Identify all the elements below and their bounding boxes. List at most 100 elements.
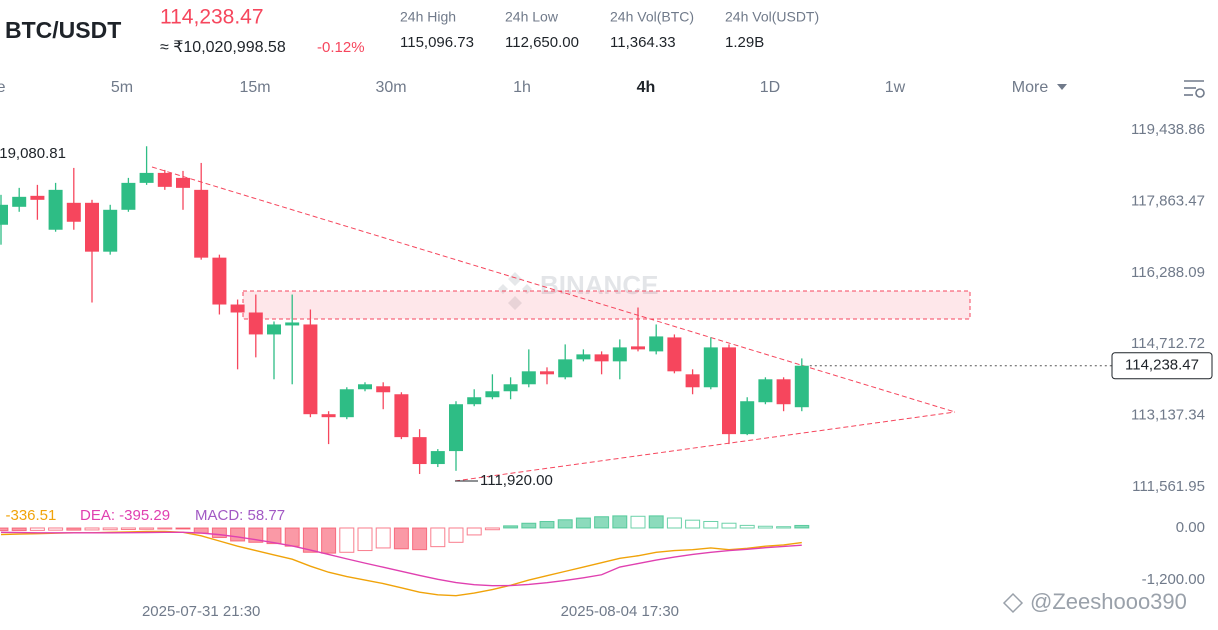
macd-bar (757, 525, 773, 529)
watermark: BINANCE (540, 270, 658, 300)
macd-bar (575, 517, 591, 529)
macd-bar (448, 527, 464, 543)
macd-bar (339, 527, 355, 553)
credit: @Zeeshooo390 (1030, 589, 1187, 614)
interval-tab[interactable]: Time (0, 79, 6, 96)
fiat-price: ≈ ₹10,020,998.58 (160, 39, 286, 56)
dropdown-arrow[interactable] (1057, 84, 1067, 90)
macd-bar (11, 527, 27, 532)
interval-tab[interactable]: More (1012, 79, 1049, 96)
candle-body (12, 196, 27, 207)
candle-body (467, 397, 482, 405)
candle-body (540, 371, 554, 375)
macd-bar (739, 524, 755, 529)
interval-tab[interactable]: 5m (111, 79, 133, 96)
macd-bar (685, 519, 701, 529)
macd-bar (557, 519, 573, 529)
stat-value: 1.29B (725, 34, 764, 51)
candle-body (667, 337, 682, 372)
y-tick-label: 119,438.86 (1131, 121, 1205, 138)
macd-bar (120, 527, 136, 531)
macd-bar (703, 520, 719, 529)
macd-bar (648, 515, 664, 529)
candle-body (703, 347, 718, 388)
macd-bar (666, 517, 682, 529)
macd-bar (321, 527, 337, 554)
candle-body (612, 347, 627, 362)
macd-bar (266, 527, 282, 545)
candle-body (376, 386, 391, 393)
candle-body (776, 379, 791, 405)
macd-bar (794, 524, 810, 529)
candle-body (48, 189, 63, 230)
y-tick-label: 116,288.09 (1131, 264, 1205, 281)
candle-body (485, 391, 500, 398)
macd-bar (539, 520, 555, 529)
candle-body (285, 322, 300, 326)
y-tick-label: 114,712.72 (1131, 335, 1205, 352)
price: 114,238.47 (160, 6, 264, 29)
last-price-label: 114,238.47 (1125, 357, 1199, 374)
interval-tab[interactable]: 15m (239, 79, 270, 96)
interval-tab[interactable]: 1w (885, 79, 906, 96)
candle-body (194, 189, 209, 258)
macd-line (0, 530, 802, 597)
macd-bar (357, 527, 373, 552)
macd-bar (102, 527, 118, 531)
legend-entry: DEA: -395.29 (80, 507, 170, 524)
y-tick-label: 111,561.95 (1132, 478, 1205, 495)
interval-tab[interactable]: 1h (513, 79, 531, 96)
macd-bar (230, 527, 246, 542)
candle-body (66, 202, 81, 222)
candle-body (503, 384, 518, 392)
candle-body (794, 365, 809, 408)
interval-tab[interactable]: 30m (375, 79, 406, 96)
macd-bar (0, 527, 9, 532)
stat-label: 24h High (400, 9, 456, 25)
stat-value: 112,650.00 (505, 34, 579, 51)
macd-bar (48, 527, 64, 531)
interval-tab[interactable]: 1D (760, 79, 780, 96)
candle-body (740, 401, 755, 435)
macd-bar (776, 526, 792, 529)
interval-tab[interactable]: 4h (637, 79, 656, 96)
candle-body (631, 346, 645, 350)
macd-bar (84, 527, 100, 531)
candle-body (303, 324, 318, 415)
y-tick-label: 113,137.34 (1131, 407, 1205, 424)
candle-body (449, 404, 463, 452)
candle-body (576, 354, 591, 360)
macd-bar (430, 527, 446, 548)
macd-bar (66, 527, 82, 531)
candle-body (649, 336, 664, 352)
candle-body (685, 374, 700, 388)
macd-bar (630, 515, 646, 529)
candle-body (412, 437, 427, 465)
macd-line (0, 531, 802, 587)
candle-body (30, 195, 45, 200)
y-tick-label: 117,863.47 (1131, 192, 1205, 209)
max-annotation: 119,080.81 (0, 145, 66, 162)
macd-bar (139, 527, 155, 530)
min-annotation: 111,920.00 (480, 472, 553, 489)
candle-body (358, 384, 372, 390)
macd-bar (29, 527, 45, 531)
candle-body (0, 204, 8, 225)
candle-body (521, 371, 536, 385)
candle-body (157, 172, 172, 187)
stat-label: 24h Vol(USDT) (725, 9, 819, 25)
credit-logo (1002, 592, 1024, 614)
trend-line (454, 411, 956, 482)
settings-icon[interactable] (1184, 80, 1205, 98)
legend-entry: DIF: -336.51 (0, 507, 56, 524)
candle-body (212, 257, 227, 305)
y-tick-label: 0.00 (1176, 519, 1205, 536)
macd-bar (284, 527, 300, 547)
candle-body (339, 389, 354, 418)
pair: BTC/USDT (5, 17, 121, 43)
candle-body (558, 359, 573, 378)
candle-body (321, 414, 336, 418)
x-tick-label: 2025-08-04 17:30 (561, 603, 679, 620)
x-tick-label: 2025-07-31 21:30 (142, 603, 260, 620)
